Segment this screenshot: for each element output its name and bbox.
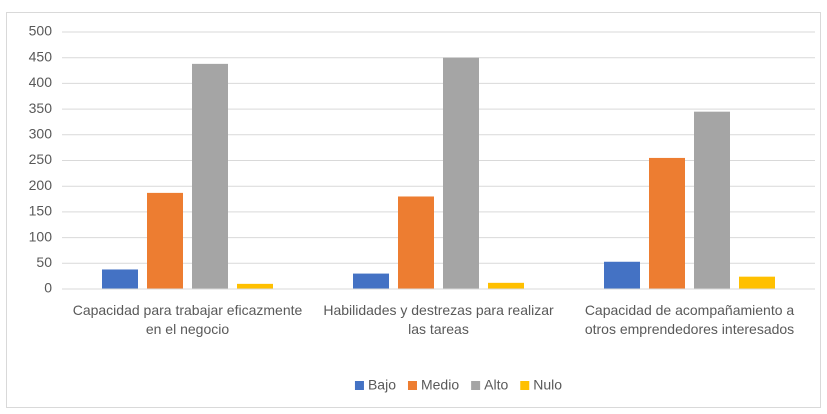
legend-label: Bajo bbox=[368, 377, 396, 393]
x-tick-label-line: las tareas bbox=[408, 321, 469, 337]
legend-label: Nulo bbox=[533, 377, 562, 393]
legend-item: Alto bbox=[471, 377, 508, 393]
bar bbox=[237, 283, 273, 289]
legend-item: Bajo bbox=[354, 377, 396, 393]
bar bbox=[649, 157, 685, 289]
y-tick-label: 450 bbox=[29, 48, 53, 64]
legend-swatch bbox=[520, 381, 530, 390]
legend-swatch bbox=[471, 381, 481, 390]
x-tick-label-line: en el negocio bbox=[146, 321, 230, 337]
y-tick-label: 200 bbox=[29, 177, 53, 193]
x-tick-label: Capacidad de acompañamiento a otros empre… bbox=[585, 302, 795, 337]
y-tick-label: 100 bbox=[29, 228, 53, 244]
y-tick-label: 150 bbox=[29, 203, 53, 219]
legend-item: Medio bbox=[407, 377, 459, 393]
bar bbox=[604, 261, 640, 289]
bar bbox=[739, 276, 775, 289]
bar bbox=[694, 111, 730, 289]
x-tick-label: Capacidad para trabajar eficazmente en el… bbox=[73, 302, 303, 337]
bar bbox=[147, 192, 183, 289]
bar bbox=[353, 273, 389, 289]
x-tick-label-line: Capacidad de acompañamiento a bbox=[585, 302, 795, 318]
y-tick-label: 400 bbox=[29, 74, 53, 90]
y-tick-label: 350 bbox=[29, 100, 53, 116]
y-tick-label: 300 bbox=[29, 126, 53, 142]
y-tick-label: 0 bbox=[44, 280, 52, 296]
bar bbox=[102, 269, 138, 289]
legend-label: Alto bbox=[484, 377, 508, 393]
bar bbox=[488, 282, 524, 289]
bar bbox=[443, 57, 479, 290]
y-tick-label: 50 bbox=[36, 254, 52, 270]
y-tick-label: 250 bbox=[29, 151, 53, 167]
bar bbox=[398, 196, 434, 289]
x-tick-label-line: otros emprendedores interesados bbox=[585, 321, 794, 337]
legend-swatch bbox=[407, 381, 417, 390]
bar bbox=[192, 63, 228, 290]
x-tick-label: Habilidades y destrezas para realizar las… bbox=[323, 302, 554, 337]
x-tick-label-line: Habilidades y destrezas para realizar bbox=[323, 302, 554, 318]
legend-item: Nulo bbox=[520, 377, 562, 393]
legend-swatch bbox=[354, 381, 364, 390]
x-tick-label-line: Capacidad para trabajar eficazmente bbox=[73, 302, 303, 318]
legend-label: Medio bbox=[421, 377, 459, 393]
y-tick-label: 500 bbox=[29, 23, 53, 39]
